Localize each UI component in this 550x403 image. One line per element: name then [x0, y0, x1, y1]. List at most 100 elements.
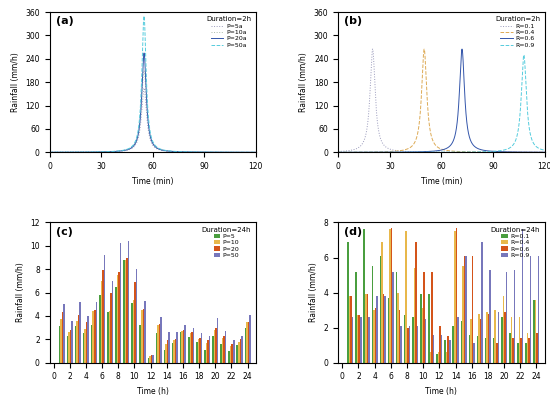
Bar [505, 272, 507, 363]
P=5a [46, 150, 53, 155]
Bar [415, 242, 417, 363]
Bar [473, 343, 475, 363]
Bar [384, 296, 386, 363]
Bar [472, 256, 473, 363]
P=10a [216, 150, 222, 155]
Bar [417, 326, 418, 363]
Bar [78, 315, 79, 363]
Bar [488, 314, 490, 363]
R=0.6 [335, 150, 342, 155]
Bar [109, 311, 110, 363]
P=10a [180, 150, 187, 154]
R=0.4 [414, 133, 420, 138]
Bar [107, 312, 109, 363]
P=5a [141, 86, 147, 91]
Bar [503, 296, 504, 363]
P=5a [216, 150, 222, 155]
R=0.6 [489, 149, 496, 154]
Bar [512, 338, 514, 363]
Bar [449, 340, 450, 363]
Bar [168, 332, 170, 363]
X-axis label: Time (min): Time (min) [132, 177, 173, 186]
R=0.6 [459, 47, 465, 52]
Bar [110, 293, 112, 363]
Bar [376, 296, 378, 363]
R=0.6 [504, 150, 511, 154]
Bar [405, 231, 407, 363]
Bar [196, 342, 197, 363]
X-axis label: Time (min): Time (min) [421, 177, 462, 186]
Bar [460, 321, 462, 363]
Bar [63, 304, 65, 363]
Bar [241, 336, 243, 363]
Bar [188, 337, 190, 363]
Bar [431, 272, 433, 363]
Bar [538, 256, 540, 363]
Bar [221, 344, 222, 363]
P=50a [84, 150, 90, 154]
R=0.4 [372, 150, 379, 154]
Bar [76, 321, 78, 363]
P=50a [46, 150, 53, 155]
R=0.9 [469, 150, 476, 154]
Bar [520, 338, 522, 363]
Bar [199, 338, 201, 363]
Bar [68, 332, 70, 363]
Legend: P=5, P=10, P=20, P=50: P=5, P=10, P=20, P=50 [201, 226, 252, 260]
P=10a [200, 150, 207, 154]
Bar [349, 296, 350, 363]
Bar [217, 318, 218, 363]
Y-axis label: Rainfall (mm/h): Rainfall (mm/h) [15, 263, 25, 322]
Y-axis label: Rainfall (mm/h): Rainfall (mm/h) [299, 52, 309, 112]
Bar [62, 312, 63, 363]
P=5a [200, 150, 207, 155]
Bar [490, 270, 491, 363]
Bar [480, 319, 481, 363]
P=10a [141, 68, 147, 73]
Bar [350, 296, 352, 363]
R=0.1 [372, 99, 379, 104]
P=20a [180, 150, 187, 154]
Bar [230, 346, 232, 363]
Bar [534, 299, 535, 363]
Bar [504, 312, 505, 363]
R=0.6 [372, 150, 379, 155]
Bar [433, 334, 434, 363]
Bar [248, 322, 249, 363]
R=0.1 [541, 150, 548, 155]
Bar [383, 294, 384, 363]
R=0.6 [414, 150, 420, 154]
Bar [372, 266, 373, 363]
Bar [182, 331, 183, 363]
Bar [142, 309, 144, 363]
Bar [160, 317, 162, 363]
Text: (a): (a) [56, 16, 74, 26]
Bar [144, 301, 146, 363]
Bar [151, 355, 152, 363]
Bar [58, 326, 60, 363]
Line: R=0.6: R=0.6 [338, 49, 544, 152]
Bar [477, 337, 478, 363]
Legend: P=5a, P=10a, P=20a, P=50a: P=5a, P=10a, P=20a, P=50a [205, 15, 252, 49]
Bar [204, 350, 206, 363]
Bar [70, 330, 72, 363]
Line: P=10a: P=10a [50, 71, 256, 152]
Bar [125, 260, 127, 363]
Bar [347, 242, 349, 363]
Line: P=20a: P=20a [50, 53, 256, 152]
Bar [436, 354, 438, 363]
Bar [72, 321, 73, 363]
P=5a [84, 150, 90, 155]
X-axis label: Time (h): Time (h) [426, 387, 457, 396]
Bar [103, 255, 105, 363]
R=0.9 [520, 52, 527, 57]
R=0.4 [469, 150, 476, 154]
Bar [133, 299, 134, 363]
Bar [478, 314, 480, 363]
Bar [118, 272, 120, 363]
Bar [517, 343, 519, 363]
Bar [381, 242, 383, 363]
Bar [399, 310, 400, 363]
Bar [192, 328, 194, 363]
Bar [457, 317, 459, 363]
